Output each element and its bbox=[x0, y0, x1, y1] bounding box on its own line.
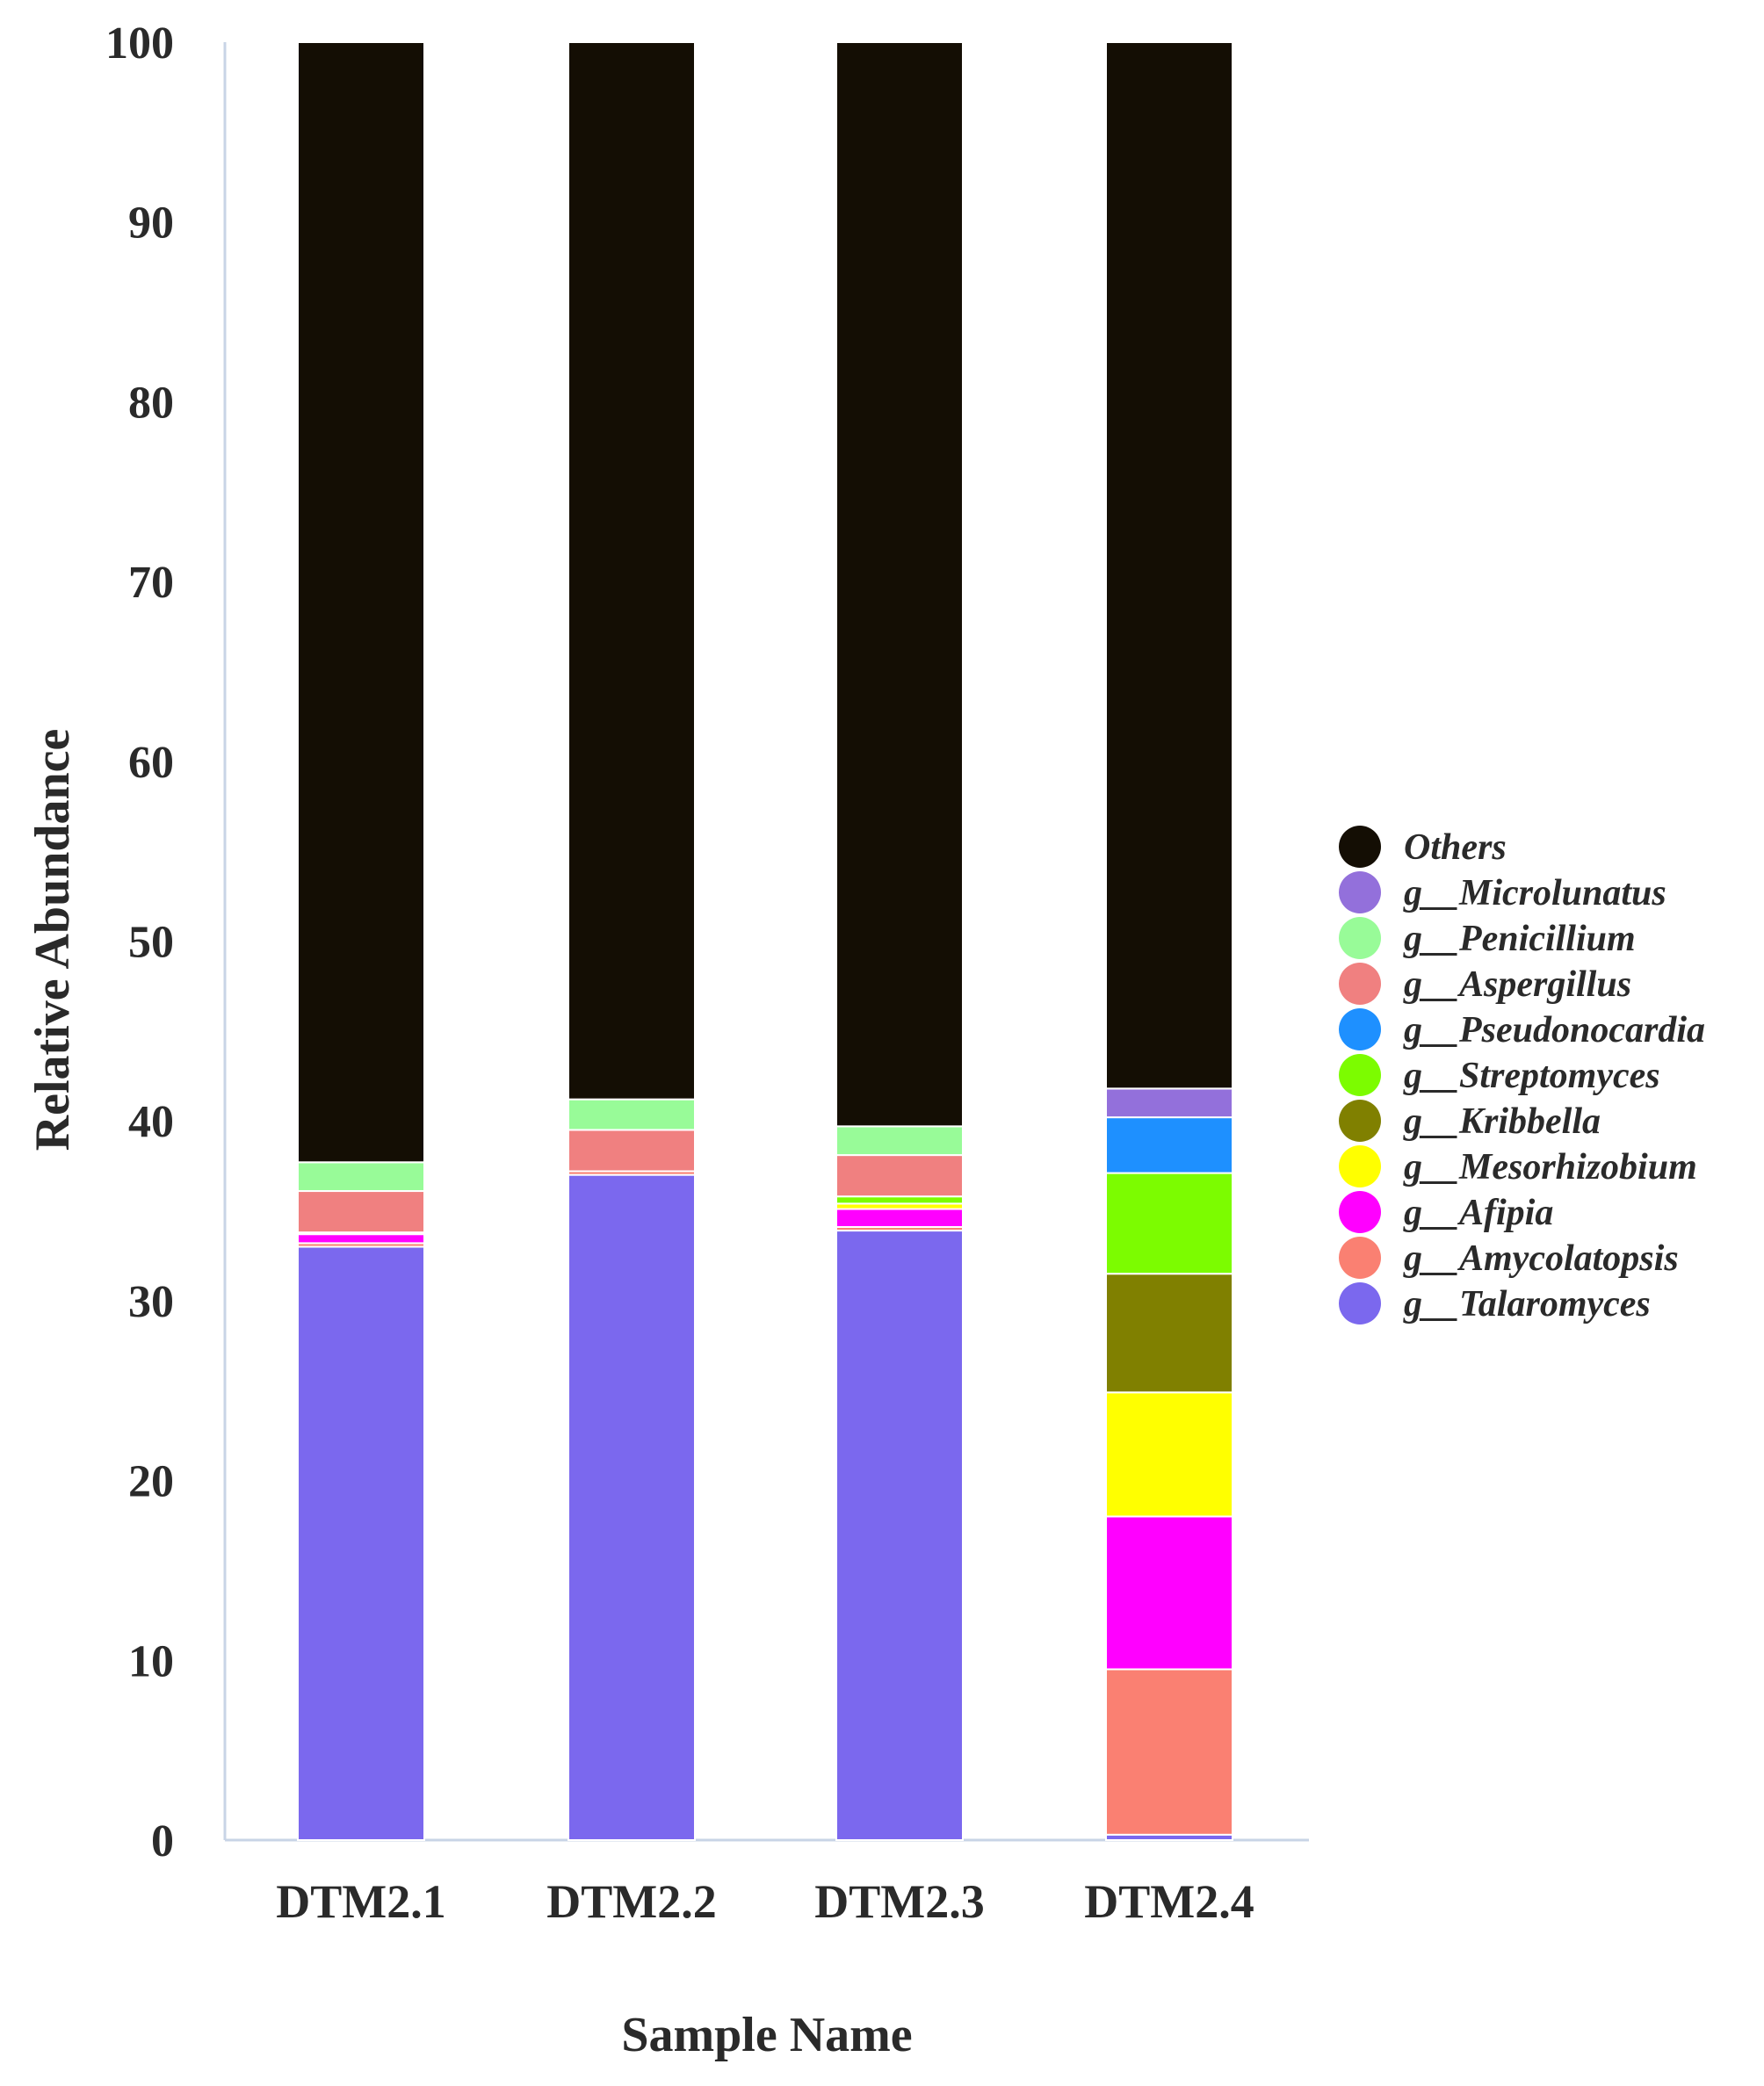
x-tick-labels: DTM2.1 DTM2.2 DTM2.3 DTM2.4 bbox=[276, 1875, 1254, 1928]
bar-segment bbox=[1105, 1087, 1233, 1119]
legend: Others g__Microlunatus g__Penicillium g__As… bbox=[1339, 826, 1705, 1325]
legend-item: g__Pseudonocardia bbox=[1339, 1008, 1705, 1050]
bar-segment bbox=[297, 1190, 425, 1234]
bars bbox=[297, 41, 1233, 1841]
bar-segment bbox=[1105, 1668, 1233, 1836]
bar-segment bbox=[297, 41, 425, 1164]
legend-item: g__Microlunatus bbox=[1339, 871, 1666, 913]
legend-label: g__Afipia bbox=[1403, 1193, 1553, 1233]
legend-label: g__Penicillium bbox=[1403, 919, 1636, 959]
y-tick-label: 90 bbox=[128, 198, 174, 249]
legend-label: g__Aspergillus bbox=[1403, 964, 1631, 1005]
bar-segment bbox=[568, 1098, 696, 1131]
legend-swatch bbox=[1339, 1054, 1381, 1096]
bar-segment bbox=[835, 1208, 964, 1228]
bar-segment bbox=[297, 1161, 425, 1193]
legend-swatch bbox=[1339, 1100, 1381, 1142]
legend-swatch bbox=[1339, 1237, 1381, 1279]
y-tick-label: 40 bbox=[128, 1097, 174, 1147]
bar-stack-DTM2.2 bbox=[568, 41, 696, 1841]
legend-label: g__Talaromyces bbox=[1403, 1284, 1651, 1325]
y-tick-label: 10 bbox=[128, 1636, 174, 1686]
legend-item: g__Kribbella bbox=[1339, 1100, 1601, 1142]
legend-item: g__Streptomyces bbox=[1339, 1054, 1660, 1096]
y-tick-label: 100 bbox=[105, 18, 174, 69]
legend-swatch bbox=[1339, 917, 1381, 959]
legend-item: g__Mesorhizobium bbox=[1339, 1145, 1697, 1187]
legend-label: g__Streptomyces bbox=[1403, 1056, 1660, 1096]
y-tick-label: 50 bbox=[128, 918, 174, 968]
y-tick-label: 80 bbox=[128, 378, 174, 428]
bar-segment bbox=[835, 41, 964, 1128]
x-axis-title: Sample Name bbox=[621, 2008, 912, 2062]
bar-segment bbox=[1105, 1172, 1233, 1275]
x-tick-label: DTM2.2 bbox=[546, 1875, 716, 1928]
bar-segment bbox=[1105, 1391, 1233, 1518]
y-tick-label: 30 bbox=[128, 1277, 174, 1327]
legend-swatch bbox=[1339, 1282, 1381, 1325]
legend-label: g__Kribbella bbox=[1403, 1101, 1601, 1142]
bar-segment bbox=[835, 1125, 964, 1157]
bar-segment bbox=[568, 1173, 696, 1841]
bar-segment bbox=[1105, 41, 1233, 1090]
bar-segment bbox=[297, 1245, 425, 1841]
bar-stack-DTM2.3 bbox=[835, 41, 964, 1841]
legend-swatch bbox=[1339, 1145, 1381, 1187]
y-tick-label: 20 bbox=[128, 1457, 174, 1507]
bar-stack-DTM2.1 bbox=[297, 41, 425, 1841]
bar-segment bbox=[1105, 1273, 1233, 1394]
legend-swatch bbox=[1339, 871, 1381, 913]
legend-label: Others bbox=[1404, 827, 1507, 868]
legend-label: g__Pseudonocardia bbox=[1403, 1010, 1705, 1050]
legend-label: g__Amycolatopsis bbox=[1403, 1238, 1679, 1279]
legend-swatch bbox=[1339, 1191, 1381, 1233]
legend-swatch bbox=[1339, 963, 1381, 1005]
bar-segment bbox=[568, 1129, 696, 1173]
legend-item: g__Aspergillus bbox=[1339, 963, 1631, 1005]
legend-item: g__Afipia bbox=[1339, 1191, 1553, 1233]
y-tick-label: 0 bbox=[151, 1816, 174, 1866]
bar-segment bbox=[835, 1195, 964, 1205]
legend-item: Others bbox=[1339, 826, 1507, 868]
legend-label: g__Microlunatus bbox=[1403, 873, 1666, 913]
legend-swatch bbox=[1339, 1008, 1381, 1050]
y-tick-label: 70 bbox=[128, 558, 174, 608]
bar-stack-DTM2.4 bbox=[1105, 41, 1233, 1841]
y-tick-label: 60 bbox=[128, 738, 174, 788]
legend-item: g__Talaromyces bbox=[1339, 1282, 1651, 1325]
y-tick-labels: 0 10 20 30 40 50 60 70 80 90 100 bbox=[105, 18, 174, 1866]
bar-segment bbox=[568, 41, 696, 1101]
bar-segment bbox=[835, 1154, 964, 1198]
legend-item: g__Amycolatopsis bbox=[1339, 1237, 1679, 1279]
legend-swatch bbox=[1339, 826, 1381, 868]
legend-label: g__Mesorhizobium bbox=[1403, 1147, 1697, 1187]
y-axis-title: Relative Abundance bbox=[25, 729, 80, 1151]
bar-segment bbox=[1105, 1515, 1233, 1671]
x-tick-label: DTM2.1 bbox=[276, 1875, 445, 1928]
bar-segment bbox=[1105, 1116, 1233, 1174]
x-tick-label: DTM2.3 bbox=[814, 1875, 984, 1928]
legend-item: g__Penicillium bbox=[1339, 917, 1636, 959]
bar-segment bbox=[835, 1230, 964, 1841]
bar-segment bbox=[297, 1233, 425, 1245]
x-tick-label: DTM2.4 bbox=[1084, 1875, 1254, 1928]
